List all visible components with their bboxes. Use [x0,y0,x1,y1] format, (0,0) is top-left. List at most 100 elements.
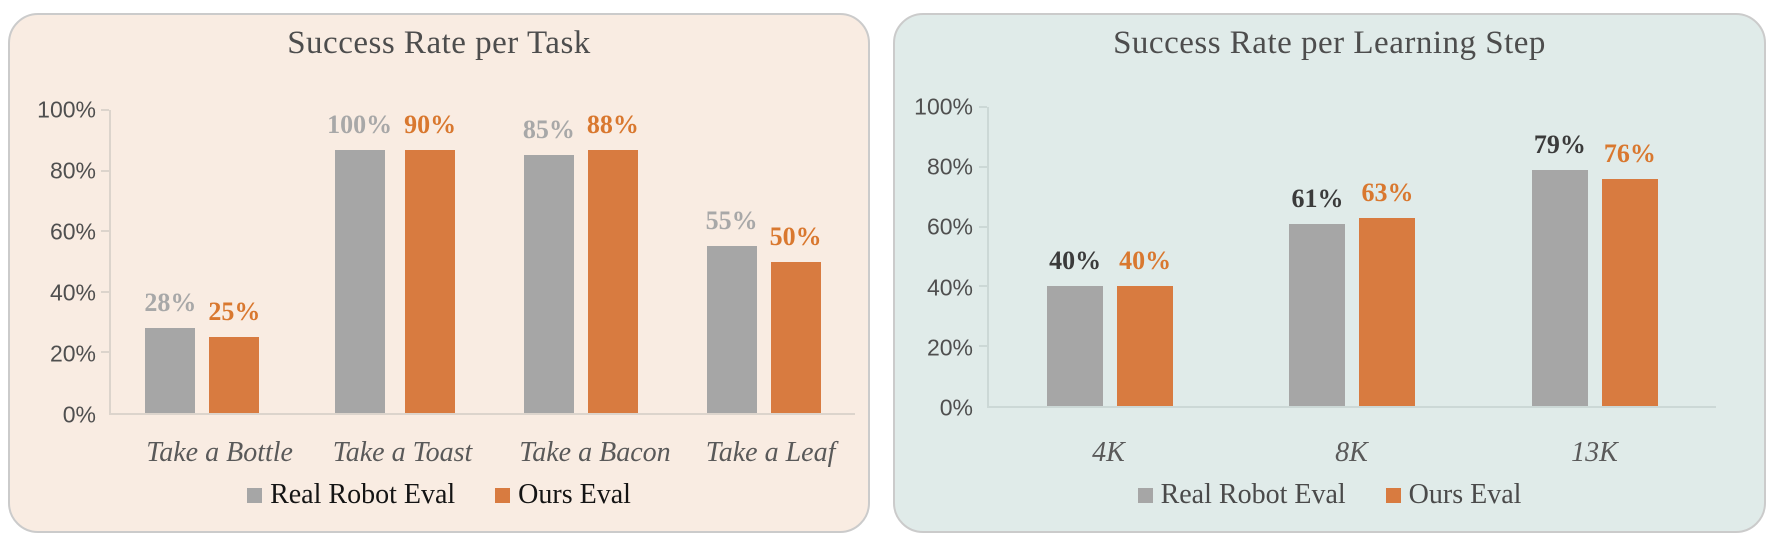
plot: 28% 25% 100% 90% [101,109,855,415]
bar-value-label: 25% [208,297,261,327]
x-axis-labels: 4K 8K 13K [987,437,1716,469]
bar-column: 50% [770,110,822,413]
bar-value-label: 85% [522,115,575,145]
y-axis-tick [979,225,987,228]
bar-value-label: 40% [1049,246,1102,276]
bar-value-label: 50% [769,221,822,251]
bar-column: 76% [1601,107,1658,406]
y-axis-tick-label: 20% [49,340,96,367]
legend-label: Ours Eval [518,479,631,510]
y-axis-tick-label: 80% [49,157,96,184]
bar-ours-eval [587,150,638,413]
bar-value-label: 28% [144,288,197,318]
plot: 40% 40% 61% 63% [979,106,1716,408]
y-axis-tick [101,290,109,293]
legend-marker-orange-icon [1385,487,1401,503]
legend-label: Real Robot Eval [270,479,456,510]
y-axis-tick-label: 40% [926,274,973,301]
bar-real-robot-eval [523,155,574,413]
bar-real-robot-eval [1289,223,1346,406]
y-axis-tick-label: 80% [926,153,973,180]
bar-group-take-a-bacon: 85% 88% [523,110,639,413]
x-axis-category-label: 8K [1335,437,1368,468]
plot-area: 100% 80% 60% 40% 20% 0% 28% 25% [10,97,868,428]
bar-group-take-a-leaf: 55% 50% [706,110,822,413]
bar-column: 55% [706,110,758,413]
legend-item-real-robot-eval: Real Robot Eval [1137,479,1346,511]
legend-marker-gray-icon [247,487,263,503]
y-axis-tick-label: 20% [926,334,973,361]
bar-column: 40% [1117,107,1174,406]
bar-column: 85% [523,110,575,413]
bar-column: 100% [327,110,392,413]
legend: Real Robot Eval Ours Eval [895,479,1764,511]
legend-marker-orange-icon [495,487,511,503]
y-axis-tick [101,351,109,354]
y-axis-tick [979,165,987,168]
bar-ours-eval [405,150,456,413]
bar-groups: 40% 40% 61% 63% [989,107,1716,406]
x-axis-labels: Take a Bottle Take a Toast Take a Bacon … [109,437,855,469]
bar-group-4k: 40% 40% [1047,107,1174,406]
y-axis-tick-label: 60% [49,218,96,245]
chart-title: Success Rate per Task [287,25,591,61]
chart-title: Success Rate per Learning Step [1113,25,1546,61]
y-axis-tick-label: 100% [914,93,973,120]
bar-column: 63% [1359,107,1416,406]
y-axis-tick-label: 0% [62,401,96,428]
legend-item-real-robot-eval: Real Robot Eval [247,479,455,511]
y-axis-tick [979,345,987,348]
bar-column: 61% [1289,107,1346,406]
y-axis: 100% 80% 60% 40% 20% 0% [10,97,96,428]
bar-ours-eval [1601,178,1658,406]
y-axis: 100% 80% 60% 40% 20% 0% [895,94,973,421]
x-axis-category-label: 13K [1571,437,1618,468]
bar-real-robot-eval [334,150,385,413]
bar-group-8k: 61% 63% [1289,107,1416,406]
bar-real-robot-eval [145,328,196,413]
legend-label: Ours Eval [1408,479,1522,510]
bar-value-label: 88% [586,110,639,139]
bar-group-13k: 79% 76% [1531,107,1658,406]
bar-value-label: 90% [404,110,457,139]
x-axis-category-label: Take a Leaf [705,437,836,468]
x-axis-category-label: Take a Toast [332,437,473,468]
y-axis-tick [101,109,109,111]
y-axis-tick-label: 60% [926,213,973,240]
bar-group-take-a-bottle: 28% 25% [144,110,260,413]
legend-item-ours-eval: Ours Eval [1385,479,1522,511]
bar-column: 88% [587,110,639,413]
bar-value-label: 76% [1603,138,1656,168]
bar-real-robot-eval [1531,169,1588,406]
legend: Real Robot Eval Ours Eval [10,479,868,511]
y-axis-tick [101,169,109,172]
y-axis-tick-label: 40% [49,279,96,306]
plot-area: 100% 80% 60% 40% 20% 0% 40% 40% [895,94,1764,421]
y-axis-tick-label: 100% [37,96,96,123]
y-axis-tick [979,285,987,288]
bar-column: 28% [144,110,196,413]
bar-groups: 28% 25% 100% 90% [111,110,855,413]
chart-panel-learning-step: Success Rate per Learning Step 100% 80% … [893,13,1766,533]
y-axis-tick-label: 0% [939,394,973,421]
y-axis-tick [979,106,987,108]
bar-value-label: 55% [705,206,758,236]
bar-real-robot-eval [1047,286,1104,406]
bar-value-label: 79% [1533,129,1586,159]
legend-item-ours-eval: Ours Eval [495,479,631,511]
bar-column: 40% [1047,107,1104,406]
bar-ours-eval [1117,286,1174,406]
bar-column: 90% [404,110,456,413]
bar-ours-eval [1359,217,1416,406]
bar-value-label: 63% [1361,177,1414,207]
chart-panel-task: Success Rate per Task 100% 80% 60% 40% 2… [8,13,870,533]
bar-ours-eval [770,261,821,413]
bar-real-robot-eval [706,246,757,413]
x-axis-category-label: Take a Bottle [146,437,293,468]
bar-column: 79% [1531,107,1588,406]
bar-value-label: 100% [327,110,393,139]
bar-ours-eval [209,337,260,413]
bar-value-label: 40% [1119,246,1172,276]
x-axis-category-label: Take a Bacon [519,437,671,468]
legend-marker-gray-icon [1137,487,1153,503]
